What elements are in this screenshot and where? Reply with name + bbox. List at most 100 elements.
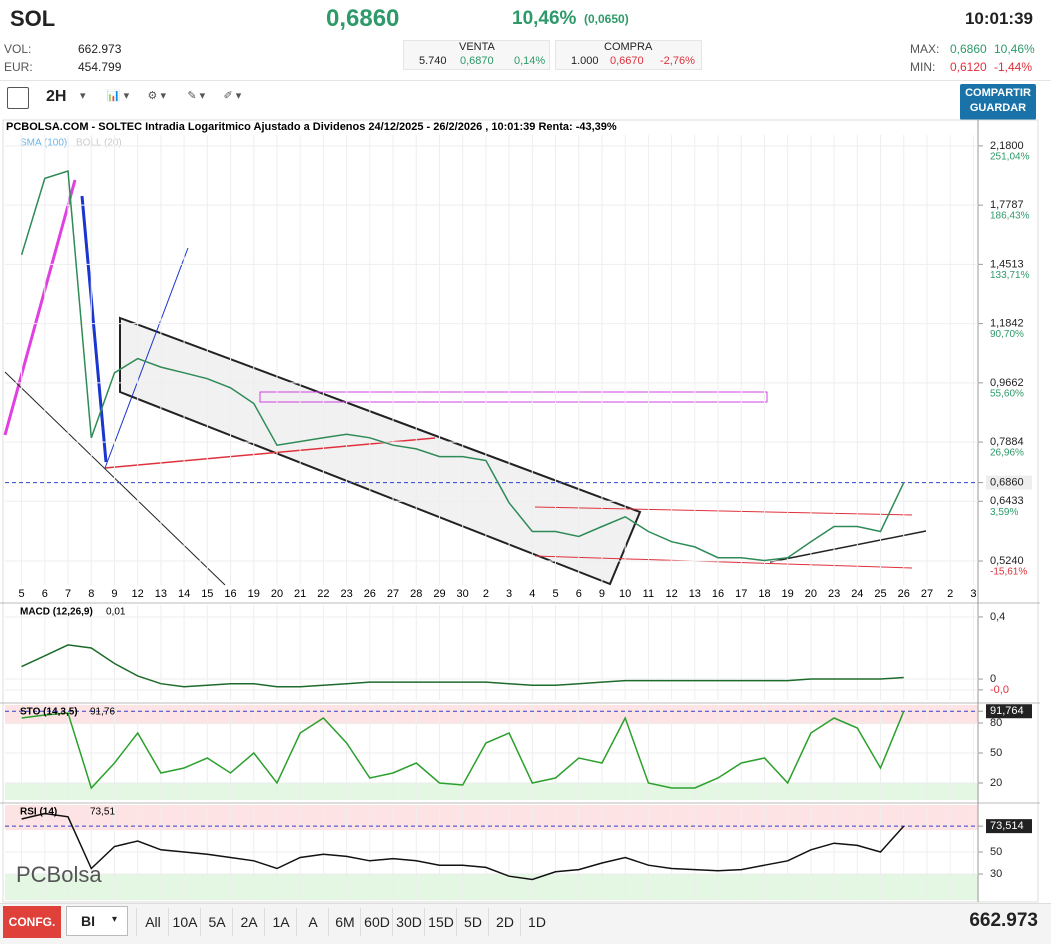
period[interactable]: 1A [264,908,297,936]
period[interactable]: 5A [200,908,233,936]
venta-price: 0,6870 [460,55,494,67]
period[interactable]: A [296,908,329,936]
zone-lines [259,391,768,403]
x-tick-label: 28 [410,588,422,600]
period[interactable]: 6M [328,908,361,936]
panel-last: 91,76 [90,707,115,718]
y-tick-label: 80 [990,717,1002,729]
y-tick-label: 0 [990,673,996,685]
select[interactable]: BI [66,906,128,936]
period[interactable]: 2A [232,908,265,936]
trend-line [80,195,108,463]
stat-label: EUR: [4,60,33,74]
x-tick-label: 6 [576,588,582,600]
y2-tick-label: 251,04% [990,152,1030,163]
x-tick-label: 25 [874,588,886,600]
compra-pct: -2,76% [660,55,695,67]
period[interactable]: All [136,908,169,936]
panel-title: STO (14,3,5) [20,707,78,718]
trend-line [104,247,189,469]
x-tick-label: 12 [132,588,144,600]
x-tick-label: 3 [506,588,512,600]
x-tick-label: 23 [828,588,840,600]
x-tick-label: 20 [271,588,283,600]
trend-line [3,179,77,436]
frame [2,119,1039,903]
venta-box: VENTA 5.740 0,6870 0,14% [403,40,550,70]
period[interactable]: 15D [424,908,457,936]
price: 0,6860 [326,5,400,32]
select-arrow: ▾ [112,914,118,925]
y2-tick-label: 186,43% [990,211,1030,222]
trend-line [534,555,913,569]
x-tick-label: 14 [178,588,190,600]
series-line [21,812,905,881]
change: (0,0650) [584,12,629,26]
panel-toggle[interactable] [7,87,29,109]
chart-title: PCBOLSA.COM - SOLTEC Intradia Logaritmic… [6,121,617,133]
y-tick-label: 0,9662 [990,377,1024,389]
panel-last: 73,51 [90,807,115,818]
y-tick-label: -0,0 [990,684,1009,696]
stat-value: 662.973 [78,42,122,56]
interval[interactable]: 2H [46,88,67,105]
compra-box: COMPRA 1.000 0,6670 -2,76% [555,40,702,70]
min-label: MIN: [910,60,936,74]
y2-tick-label: -15,61% [990,567,1027,578]
x-tick-label: 30 [457,588,469,600]
x-tick-label: 8 [88,588,94,600]
period[interactable]: 2D [488,908,521,936]
x-tick-label: 17 [735,588,747,600]
share-button[interactable]: COMPARTIR GUARDAR [960,84,1036,120]
period[interactable]: 10A [168,908,201,936]
y-tick-label: 1,7787 [990,199,1024,211]
trend-line [534,506,913,516]
period[interactable]: 60D [360,908,393,936]
tool-icons[interactable]: ▾ 📊 ▾ ⚙ ▾ ✎ ▾ ✐ ▾ [80,90,242,102]
x-tick-label: 4 [529,588,535,600]
x-tick-label: 27 [921,588,933,600]
max-price: 0,6860 [950,42,987,56]
y-tick-label: 50 [990,846,1002,858]
y-tick-label: 1,4513 [990,258,1024,270]
y2-tick-label: 26,96% [990,448,1024,459]
period[interactable]: 5D [456,908,489,936]
venta-title: VENTA [459,41,495,53]
compra-title: COMPRA [604,41,653,53]
x-tick-label: 19 [248,588,260,600]
y-tick-label: 73,514 [990,820,1024,832]
y2-tick-label: 90,70% [990,329,1024,340]
trend-line [104,437,436,469]
max-pct: 10,46% [994,42,1035,56]
oversold-zone [5,874,978,900]
series-line [21,710,905,790]
x-tick-label: 18 [758,588,770,600]
x-tick-label: 13 [689,588,701,600]
change-pct: 10,46% [512,8,577,29]
y2-tick-label: 3,59% [990,507,1018,518]
y-tick-label: 0,6860 [990,476,1024,488]
x-tick-label: 23 [340,588,352,600]
period[interactable]: 30D [392,908,425,936]
button-text: COMPARTIR [965,87,1031,99]
config-button[interactable]: CONFG. [3,906,61,938]
footer [0,903,1051,944]
x-tick-label: 22 [317,588,329,600]
x-tick-label: 19 [782,588,794,600]
compra-price: 0,6670 [610,55,644,67]
period[interactable]: 1D [520,908,553,936]
venta-pct: 0,14% [514,55,546,67]
y-tick-label: 20 [990,777,1002,789]
overbought-zone [5,705,978,724]
value-box [986,475,1032,490]
x-tick-label: 16 [712,588,724,600]
x-tick-label: 2 [947,588,953,600]
series-line [21,644,904,688]
y-tick-label: 0,7884 [990,436,1024,448]
value-box [986,819,1032,834]
x-tick-label: 7 [65,588,71,600]
x-tick-label: 2 [483,588,489,600]
y-tick-label: 50 [990,747,1002,759]
